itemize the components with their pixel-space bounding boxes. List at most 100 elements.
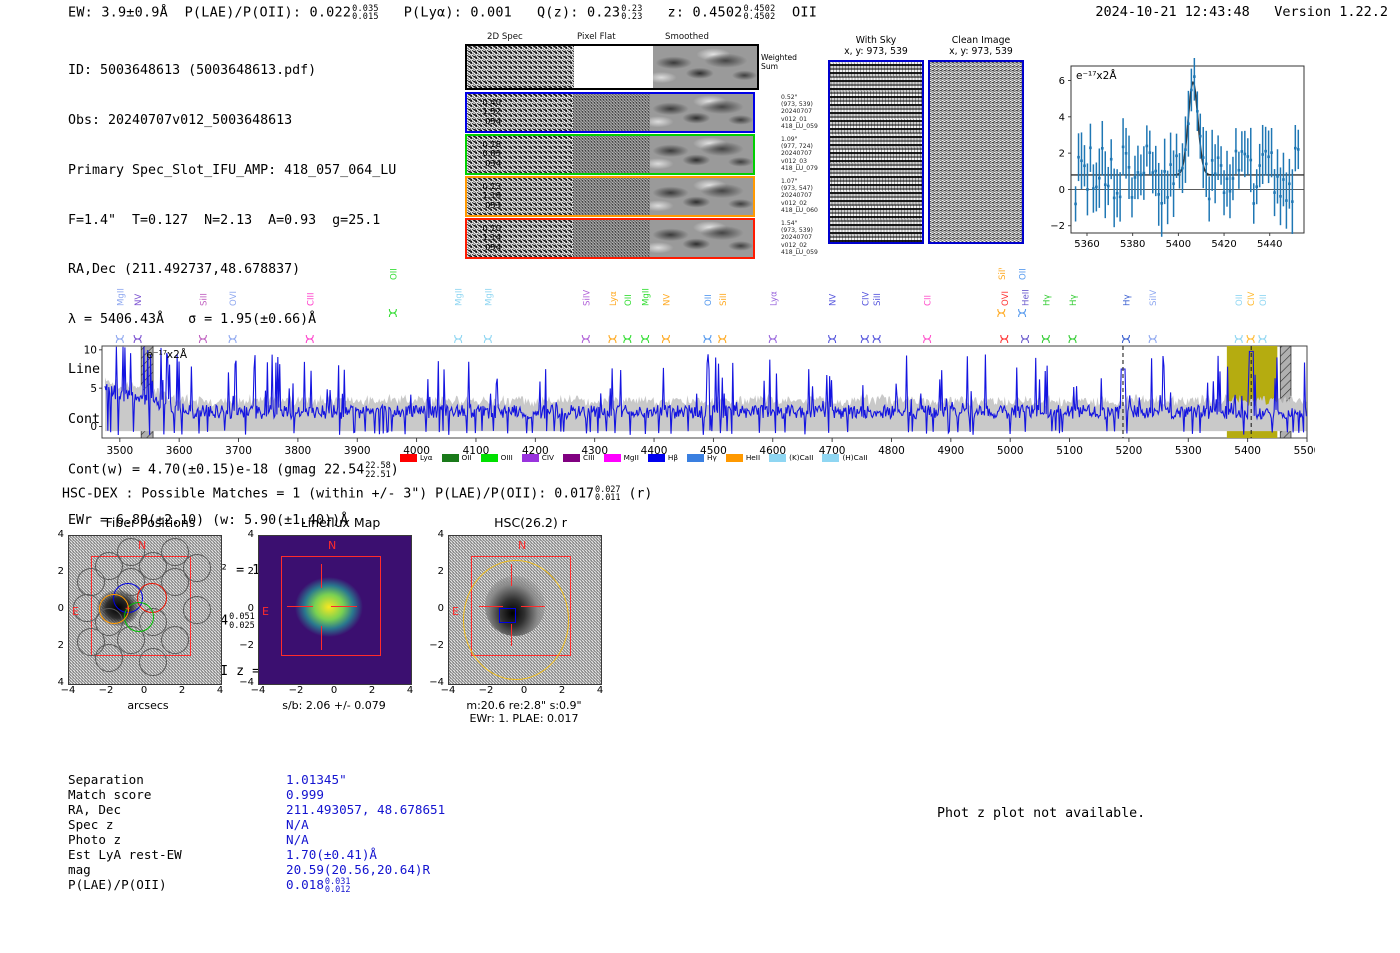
qz-value: 0.23 — [586, 4, 621, 21]
fiber-row — [465, 176, 755, 217]
hscdex-text: HSC-DEX : Possible Matches = 1 (within +… — [62, 486, 594, 502]
svg-text:5400: 5400 — [1166, 239, 1191, 250]
lambda-line: λ = 5406.43Å σ = 1.95(±0.66)Å — [68, 312, 317, 328]
svg-text:MgII: MgII — [455, 288, 465, 306]
svg-text:3500: 3500 — [106, 445, 133, 457]
cont-w-line: Cont(w) = 4.70(±0.15)e-18 (gmag 22.54 22.… — [68, 461, 399, 479]
match-row-value: 1.70(±0.41)Å — [286, 847, 377, 862]
fiber-row — [465, 218, 755, 259]
svg-text:e⁻¹⁷x2Å: e⁻¹⁷x2Å — [147, 348, 188, 361]
panel-ytick: 2 — [57, 566, 64, 577]
legend-item: Hγ — [687, 453, 717, 462]
svg-text:CIV: CIV — [1247, 291, 1257, 306]
svg-text:OII: OII — [624, 294, 634, 306]
lineflux-map-image[interactable] — [258, 535, 412, 685]
legend-item: CIII — [563, 453, 595, 462]
svg-text:SiII: SiII — [719, 293, 729, 306]
legend-label: OIII — [500, 453, 513, 462]
svg-text:−2: −2 — [1050, 221, 1065, 232]
svg-text:OII: OII — [1019, 268, 1029, 280]
fiber-row — [465, 134, 755, 175]
panel-ytick: −2 — [239, 640, 254, 651]
legend-swatch — [725, 453, 743, 462]
panel-ytick: 4 — [57, 677, 64, 688]
svg-text:Lyα: Lyα — [609, 291, 619, 306]
panel-ytick: −4 — [429, 677, 444, 688]
legend-label: CIV — [541, 453, 555, 462]
clean-image-title: Clean Image — [951, 35, 1011, 46]
panel-ytick: 2 — [247, 566, 254, 577]
plae-detail-hi: 0.051 — [229, 611, 255, 622]
legend-label: HeII — [745, 453, 761, 462]
svg-text:MgII: MgII — [116, 288, 126, 306]
panel-ytick: 0 — [247, 603, 254, 614]
svg-text:OVI: OVI — [1001, 291, 1011, 306]
spectrum-legend: Lyα OII OIII CIV CIII MgII Hβ Hγ HeII (K)CaII (H)C… — [400, 453, 868, 462]
match-row-value: 211.493057, 48.678651 — [286, 802, 446, 817]
svg-text:3800: 3800 — [285, 445, 312, 457]
svg-text:OII: OII — [704, 294, 714, 306]
match-value-text: 0.018 — [286, 877, 324, 893]
panel-ytick: 4 — [437, 529, 444, 540]
cutout-panel-row: Fiber Positions + N E arcsecs Lineflux M… — [0, 505, 1400, 735]
match-value-hi: 0.031 — [324, 876, 351, 887]
twod-spec-panel: 2D Spec Pixel Flat Smoothed Weighted Sum… — [425, 32, 818, 260]
legend-swatch — [400, 453, 417, 462]
match-row-key: Est LyA rest-EW — [68, 847, 182, 862]
svg-text:Hγ: Hγ — [1042, 294, 1052, 306]
match-row-key: Separation — [68, 772, 144, 787]
match-row-value: 0.018 0.031 0.012 — [286, 877, 351, 894]
version-label: Version 1.22.2 — [1274, 4, 1388, 20]
match-row-key: Spec z — [68, 817, 114, 832]
fiber-positions-image[interactable]: + — [68, 535, 222, 685]
hscdex-lo: 0.011 — [594, 493, 621, 504]
panel-xtick: 0 — [140, 685, 148, 696]
primary-spec-line: Primary Spec_Slot_IFU_AMP: 418_057_064_L… — [68, 162, 397, 178]
legend-label: Lyα — [420, 453, 433, 462]
hsc-match-box — [499, 608, 516, 623]
id-line: ID: 5003648613 (5003648613.pdf) — [68, 63, 317, 79]
svg-text:0: 0 — [90, 421, 97, 433]
svg-text:NV: NV — [829, 294, 839, 306]
panel-xtick: 2 — [558, 685, 566, 696]
legend-label: (K)CaII — [789, 453, 814, 462]
obs-line: Obs: 20240707v012_5003648613 — [68, 112, 293, 128]
match-row-value: 20.59(20.56,20.64)R — [286, 862, 431, 877]
svg-text:5300: 5300 — [1175, 445, 1202, 457]
svg-text:Hγ: Hγ — [1069, 294, 1079, 306]
svg-text:5100: 5100 — [1056, 445, 1083, 457]
ew-label: EW: — [68, 4, 93, 21]
fiber-xlabel: arcsecs — [127, 699, 169, 712]
svg-text:Hγ: Hγ — [1122, 294, 1132, 306]
svg-text:CII: CII — [924, 295, 934, 306]
z-lo: 0.4502 — [743, 12, 776, 23]
plya-value: 0.001 — [470, 4, 512, 21]
cont-w-post: ) — [390, 463, 399, 479]
legend-swatch — [769, 453, 787, 462]
hsc-east-label: E — [452, 605, 459, 618]
svg-text:SiII: SiII — [873, 293, 883, 306]
legend-item: CIV — [521, 453, 555, 462]
col-header-pixelflat: Pixel Flat — [577, 32, 616, 42]
z-value: 0.4502 — [692, 4, 743, 21]
legend-item: MgII — [603, 453, 639, 462]
legend-label: MgII — [623, 453, 639, 462]
svg-text:2: 2 — [1059, 149, 1065, 160]
fiber-row-meta: 0.52" (973, 539) 20240707 v012_01 418_LU_059 — [781, 94, 818, 130]
cont-w-lo: 22.51 — [365, 469, 391, 480]
panel-ytick: 2 — [57, 640, 64, 651]
cont-w-pre: Cont(w) = 4.70(±0.15)e-18 (gmag 22.54 — [68, 463, 365, 479]
match-row-key: mag — [68, 862, 91, 877]
fiber-marker-orange — [99, 594, 129, 624]
ew-value: 3.9±0.9Å — [101, 4, 168, 21]
panel-title-fiber-positions: Fiber Positions — [105, 515, 196, 530]
svg-text:OII: OII — [1235, 294, 1245, 306]
panel-xtick: 4 — [596, 685, 604, 696]
svg-text:5000: 5000 — [997, 445, 1024, 457]
match-row-value: N/A — [286, 817, 309, 832]
svg-text:4800: 4800 — [878, 445, 905, 457]
hsc-r-image[interactable] — [448, 535, 602, 685]
hscdex-hi: 0.027 — [594, 484, 621, 495]
svg-text:4300: 4300 — [581, 445, 608, 457]
